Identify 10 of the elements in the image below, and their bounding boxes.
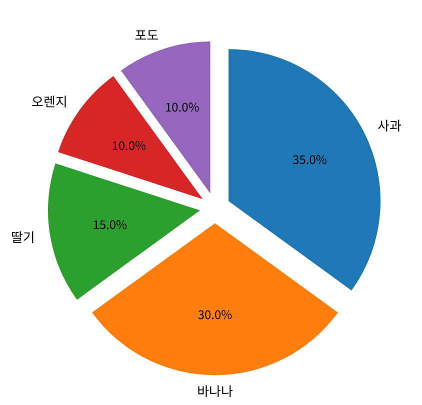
slice-label: 오렌지 [32, 91, 68, 110]
data-label: 10.0% [112, 136, 146, 154]
slice-label: 포도 [134, 25, 159, 44]
data-label: 30.0% [198, 306, 232, 323]
slice-label: 딸기 [10, 227, 35, 246]
slice-label: 사과 [378, 116, 402, 135]
data-label: 10.0% [164, 98, 200, 116]
slice-label: 바나나 [197, 380, 233, 400]
data-label: 35.0% [292, 151, 327, 168]
data-label: 15.0% [92, 216, 128, 234]
